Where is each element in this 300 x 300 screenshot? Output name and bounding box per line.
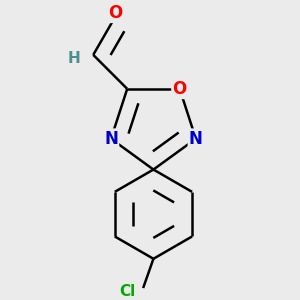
Text: N: N bbox=[104, 130, 118, 148]
Text: O: O bbox=[172, 80, 187, 98]
Text: O: O bbox=[108, 4, 123, 22]
Text: H: H bbox=[68, 51, 81, 66]
Text: Cl: Cl bbox=[120, 284, 136, 299]
Text: N: N bbox=[189, 130, 203, 148]
